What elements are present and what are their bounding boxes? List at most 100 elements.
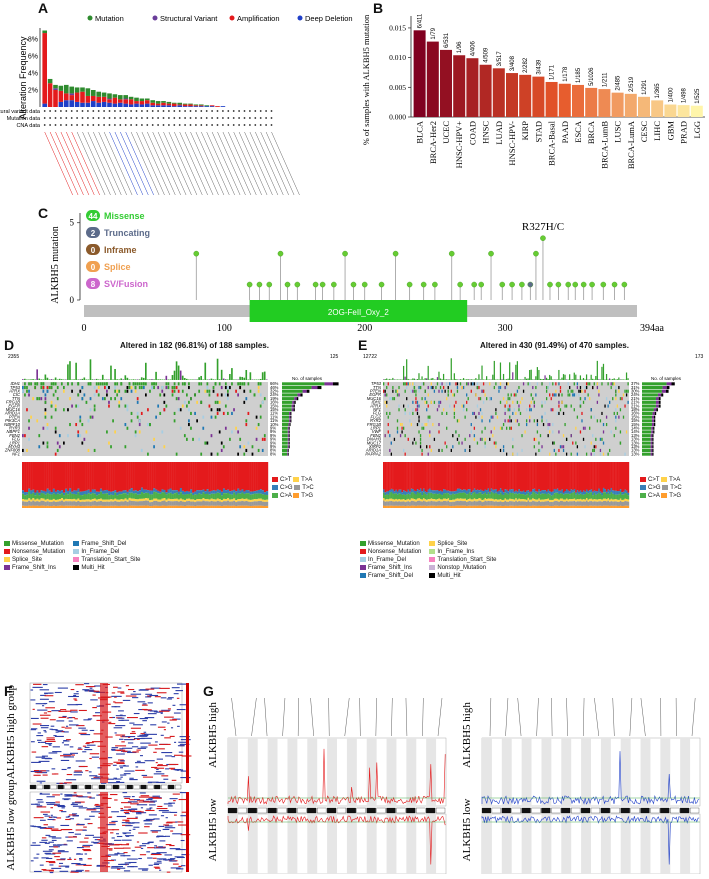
e-grid-cell	[561, 401, 562, 404]
f-low-segment	[49, 849, 54, 850]
e-titv-seg	[523, 499, 525, 501]
e-grid-cell	[458, 434, 459, 437]
e-grid-cell	[425, 401, 426, 404]
b-bar-label-13: 5/1026	[589, 67, 595, 86]
a-row-dot	[168, 124, 170, 126]
e-titv-seg	[477, 506, 479, 508]
e-titv-seg	[463, 499, 465, 501]
e-grid-cell	[388, 416, 389, 419]
d-grid-cell	[172, 386, 174, 389]
e-titv-seg	[504, 501, 506, 506]
e-grid-cell	[572, 390, 573, 393]
c-lollipop-head-0	[194, 251, 199, 256]
d-titv-seg	[188, 499, 190, 501]
e-grid-cell	[528, 382, 529, 385]
e-grid-cell	[405, 408, 406, 411]
f-high-segment	[149, 695, 158, 696]
f-high-segment	[63, 754, 72, 755]
f-low-segment	[51, 815, 53, 816]
d-grid-cell	[157, 386, 159, 389]
f-low-segment	[56, 817, 61, 818]
a-bar-deep-deletion-27	[188, 106, 193, 107]
d-tmb-bar	[196, 379, 198, 380]
e-titv-seg	[541, 493, 543, 499]
d-grid-cell	[235, 427, 237, 430]
e-titv-seg	[464, 501, 466, 506]
d-titv-seg	[28, 501, 30, 506]
d-titv-seg	[73, 506, 75, 508]
d-grid-cell	[217, 412, 219, 415]
e-titv-seg	[617, 495, 619, 500]
f-high-segment	[142, 720, 147, 721]
d-grid-cell	[96, 382, 98, 385]
e-titv-seg	[405, 502, 407, 506]
a-category-label-trace	[142, 132, 170, 195]
e-grid-cell	[518, 386, 519, 389]
f-low-segment	[140, 854, 146, 855]
d-grid-cell	[172, 393, 174, 396]
e-titv-seg	[412, 499, 414, 501]
f-high-segment	[74, 770, 82, 771]
f-high-segment	[120, 775, 126, 776]
f-low-segment	[124, 870, 130, 871]
d-titv-seg	[182, 462, 184, 491]
f-high-segment	[148, 782, 152, 783]
d-titv-seg	[133, 462, 135, 491]
e-grid-cell	[581, 390, 582, 393]
d-titv-seg	[53, 501, 55, 506]
g-del-chrom	[502, 808, 511, 813]
d-titv-seg	[122, 502, 124, 506]
e-titv-seg	[515, 493, 517, 498]
d-titv-seg	[71, 494, 73, 499]
e-tmb-bar	[597, 361, 598, 380]
a-bar-amplification-21	[156, 104, 161, 106]
d-titv-seg	[53, 506, 55, 508]
d-grid-cell	[188, 382, 190, 385]
d-titv-seg	[106, 490, 108, 493]
e-grid-cell	[552, 442, 553, 445]
d-titv-seg	[168, 462, 170, 490]
e-titv-seg	[489, 506, 491, 508]
d-titv-seg	[254, 506, 256, 508]
e-titv-seg	[466, 491, 468, 495]
d-grid-cell	[26, 449, 28, 452]
a-category-label-trace	[50, 132, 78, 195]
e-titv-seg	[566, 506, 568, 508]
e-titv-seg	[595, 495, 597, 500]
d-titv-seg	[266, 462, 268, 491]
d-titv-seg	[114, 462, 116, 490]
e-titv-seg	[503, 502, 505, 506]
f-low-segment	[122, 840, 132, 841]
d-titv-seg	[223, 489, 225, 494]
e-grid-cell	[615, 390, 616, 393]
e-titv-seg	[623, 500, 625, 502]
a-bar-mutation-21	[156, 101, 161, 104]
e-titv-seg	[474, 506, 476, 508]
f-high-segment	[140, 743, 151, 744]
e-titv-seg	[500, 499, 502, 501]
d-grid-cell	[133, 382, 135, 385]
e-grid-cell	[397, 427, 398, 430]
e-titv-seg	[627, 506, 629, 508]
e-grid-cell	[623, 393, 624, 396]
f-high-segment	[79, 710, 87, 711]
f-low-segment	[36, 854, 39, 855]
e-titv-seg	[621, 495, 623, 500]
e-titv-seg	[446, 493, 448, 499]
e-titv-seg	[448, 493, 450, 498]
e-tmb-bar	[409, 380, 410, 381]
a-category-label-trace	[164, 132, 192, 195]
f-low-segment	[85, 835, 94, 836]
f-low-segment	[134, 799, 140, 800]
d-grid-cell	[204, 442, 206, 445]
b-bar-brca-luma	[625, 94, 637, 117]
d-titv-seg	[49, 494, 51, 500]
f-high-segment	[45, 741, 56, 742]
d-titv-seg	[239, 491, 241, 494]
a-row-dot	[92, 110, 94, 112]
d-titv-seg	[168, 490, 170, 494]
d-titv-seg	[143, 501, 145, 506]
d-titv-seg	[184, 492, 186, 495]
e-tmb-bar	[400, 379, 401, 380]
e-titv-seg	[572, 501, 574, 505]
